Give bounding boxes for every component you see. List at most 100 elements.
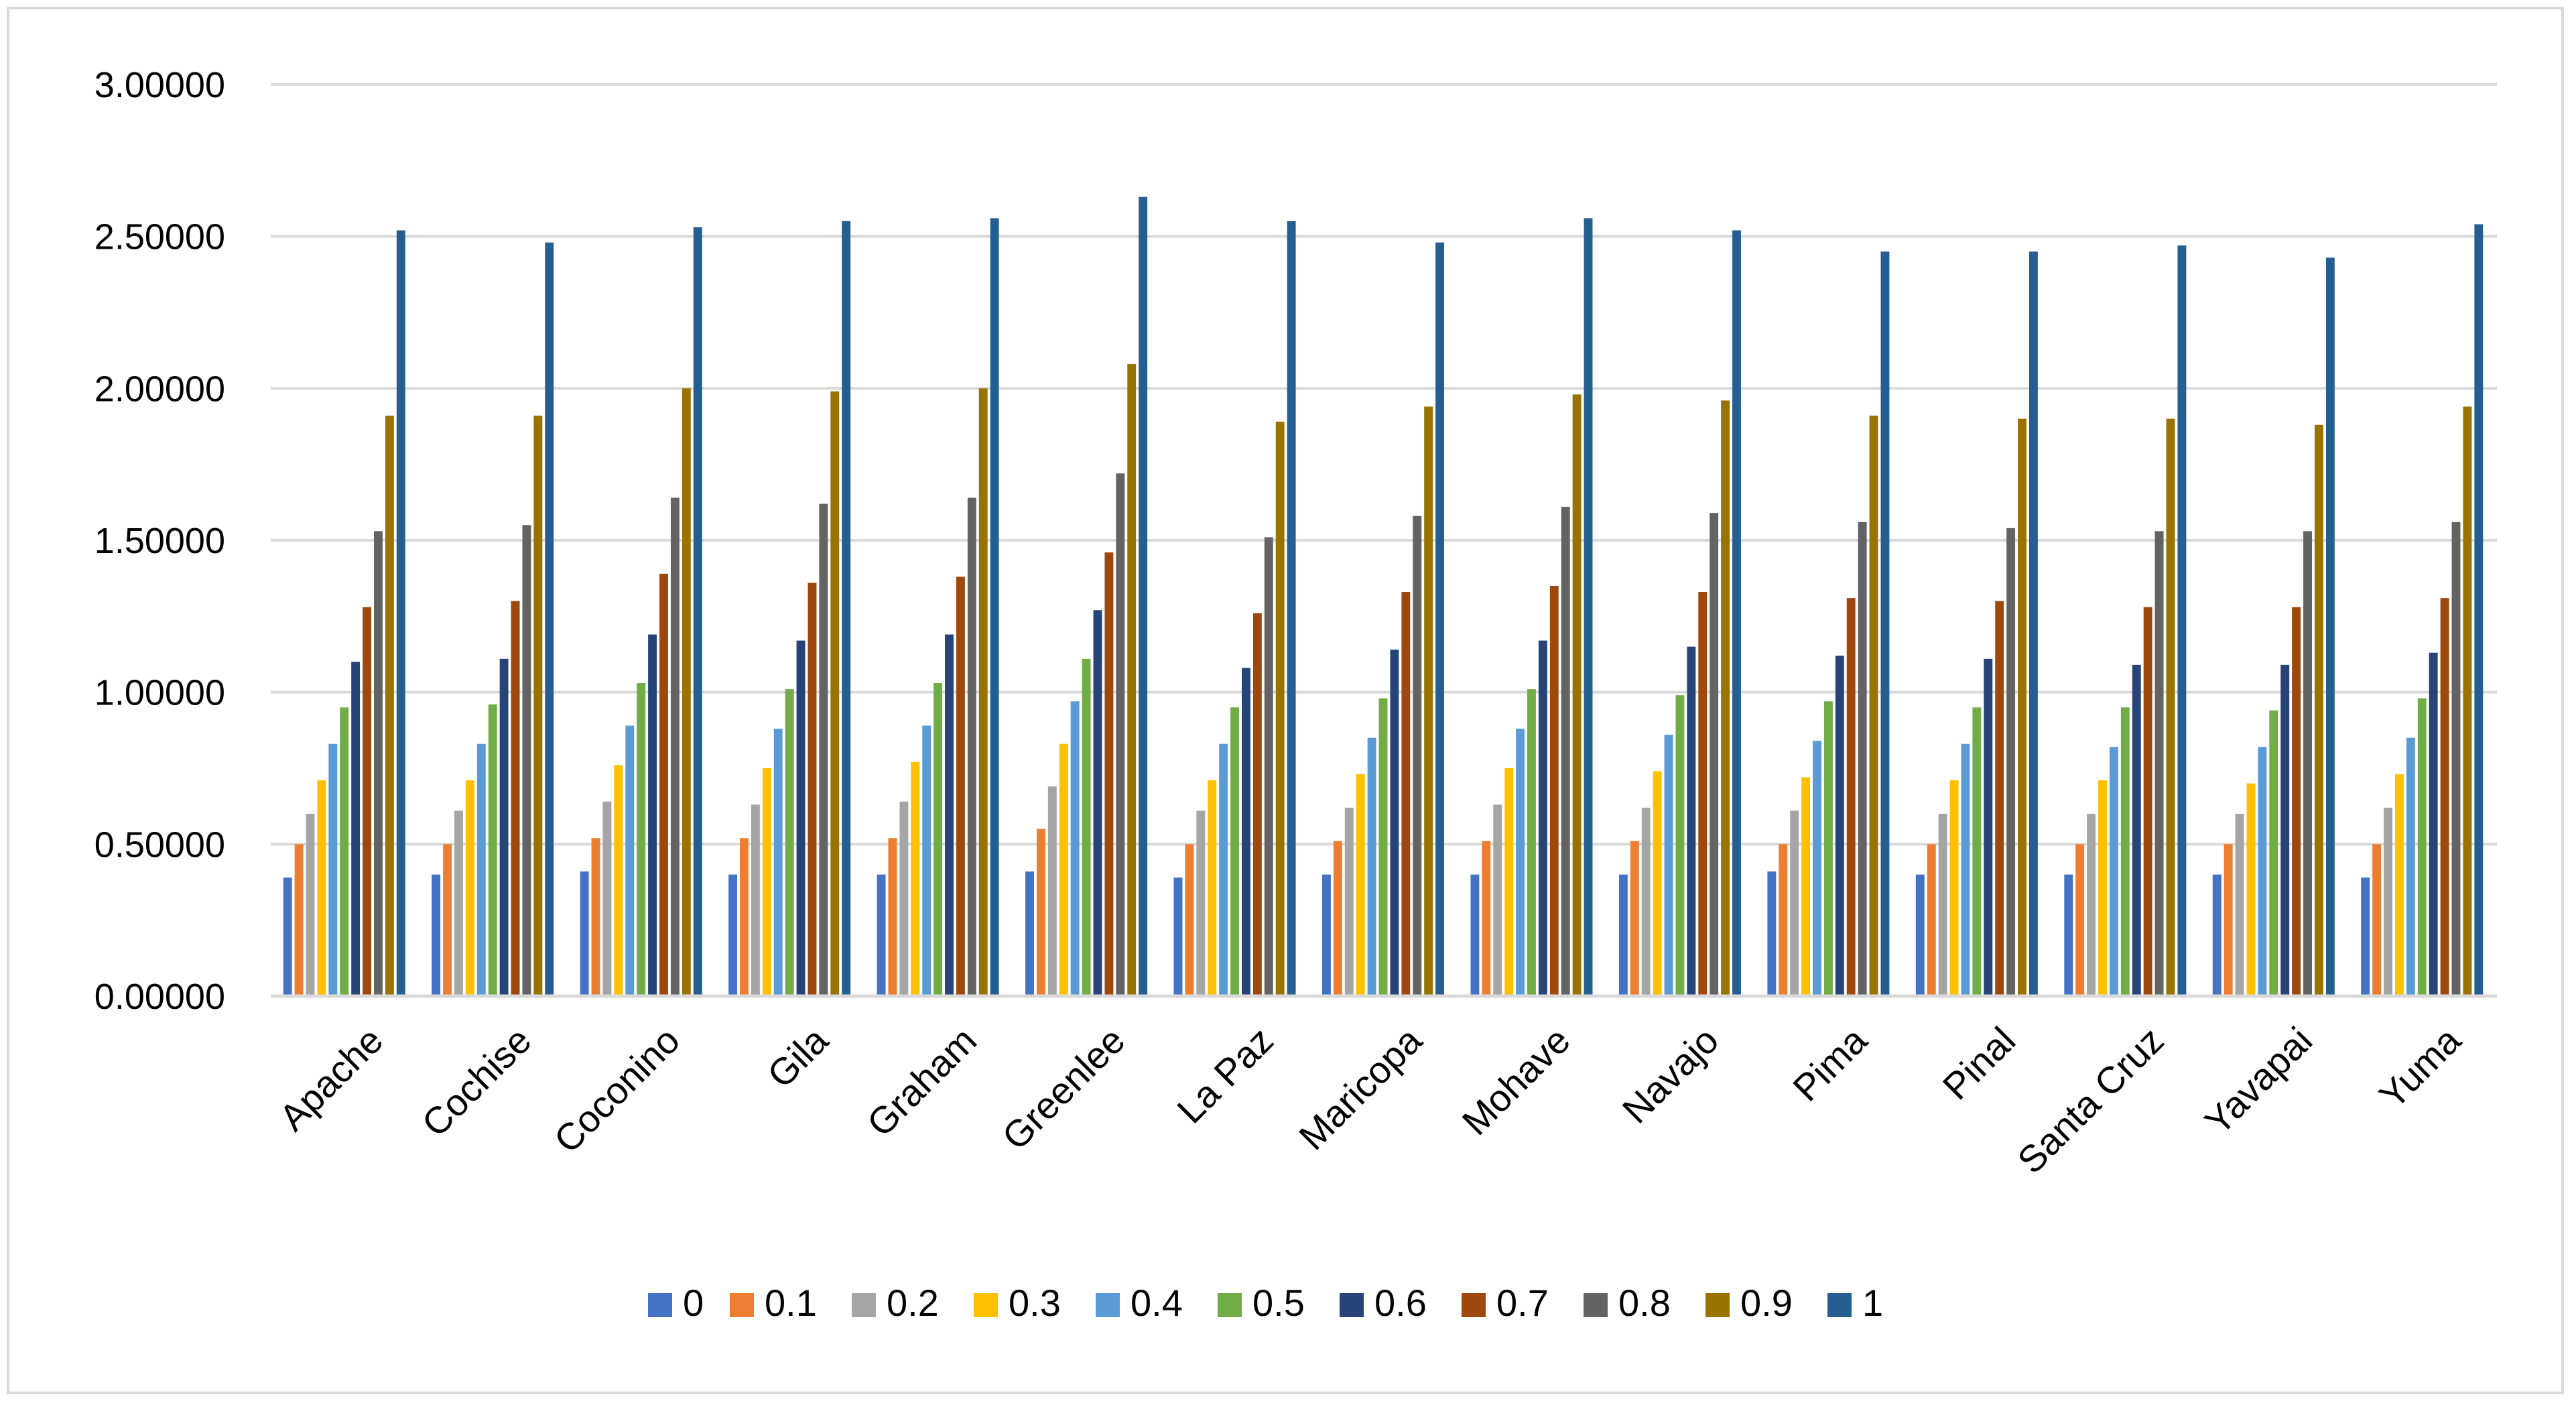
bar-pinal-series-0-2 [1938,814,1947,996]
bar-navajo-series-0 [1618,874,1628,996]
bar-maricopa-series-0-9 [1424,406,1433,996]
bar-yuma-series-0 [2361,877,2370,996]
bar-coconino-series-0-5 [637,683,646,996]
bar-apache-series-0-8 [374,531,383,996]
bar-mohave-series-0-2 [1493,804,1502,996]
bar-coconino-series-1 [693,227,702,997]
bar-pinal-series-0-4 [1961,743,1970,996]
bar-mohave-series-1 [1584,218,1593,996]
bar-yavapai-series-0-7 [2292,607,2301,996]
bar-apache-series-0-4 [328,743,338,996]
x-tick-label: Graham [858,1019,984,1145]
bar-pima-series-0-2 [1790,810,1799,996]
bar-pima-series-0 [1767,871,1777,996]
bar-apache-series-0-2 [306,814,315,996]
bar-pinal-series-1 [2028,251,2038,996]
bar-la-paz-series-0-2 [1196,810,1206,996]
bar-maricopa-series-0-2 [1344,807,1354,996]
bar-gila-series-0-8 [819,503,828,996]
bar-yuma-series-0-5 [2417,698,2427,996]
bar-yuma-series-0-7 [2440,598,2449,996]
bar-mohave-series-0-1 [1482,841,1491,996]
bar-pima-series-0-3 [1801,777,1811,996]
legend-swatch [1218,1293,1242,1317]
legend-label: 0.8 [1618,1282,1671,1324]
bar-yuma-series-0-6 [2429,652,2438,996]
y-tick-label: 0.00000 [94,977,225,1017]
bar-coconino-series-0-3 [614,765,623,996]
bar-gila-series-0-7 [808,583,817,996]
bar-apache-series-0-7 [363,607,372,996]
bar-coconino-series-0-6 [648,634,657,996]
bar-yuma-series-0-8 [2451,522,2461,996]
bar-cochise-series-0-8 [522,525,531,996]
legend-swatch [648,1293,672,1317]
bar-graham-series-0-9 [978,388,988,996]
y-tick-label: 3.00000 [94,65,225,105]
bar-apache-series-0-5 [340,707,349,996]
bar-apache-series-1 [396,230,405,997]
y-tick-label: 0.50000 [94,824,225,865]
bar-chart: 0.00000 0.50000 1.00000 1.50000 2.00000 2.500… [94,65,2497,1324]
bar-gila-series-0-1 [740,838,749,996]
y-tick-label: 1.50000 [94,521,225,561]
bar-pinal-series-0-5 [1972,707,1982,996]
bar-la-paz-series-0-8 [1264,537,1273,996]
bar-graham-series-0-3 [911,761,920,996]
y-tick-label: 2.00000 [94,369,225,409]
bar-la-paz-series-0-9 [1275,422,1285,996]
bar-apache-series-0-6 [351,662,361,996]
legend-label: 0.9 [1740,1282,1793,1324]
x-tick-label: Pinal [1935,1019,2024,1108]
bar-mohave-series-0 [1470,874,1480,996]
bar-pima-series-0-8 [1858,522,1867,996]
bar-yavapai-series-0-8 [2303,531,2312,996]
bar-cochise-series-0-3 [465,780,474,996]
x-tick-label: Navajo [1614,1019,1727,1131]
bar-yuma-series-1 [2474,224,2484,996]
bar-greenlee-series-0-4 [1070,701,1080,996]
bar-mohave-series-0-5 [1527,689,1536,996]
legend-label: 0.5 [1252,1282,1305,1324]
legend-label: 0.2 [887,1282,939,1324]
bar-graham-series-0-1 [888,838,897,996]
bar-navajo-series-0-7 [1698,592,1708,996]
bar-yuma-series-0-3 [2394,774,2404,996]
bar-yavapai-series-0-2 [2235,814,2244,996]
bar-cochise-series-0-7 [511,601,520,996]
bar-la-paz-series-0-4 [1219,743,1228,996]
bar-la-paz-series-0-3 [1208,780,1217,996]
bar-gila-series-0-5 [785,689,794,996]
bar-pinal-series-0-6 [1984,658,1993,996]
bar-santa-cruz-series-0-6 [2132,664,2141,996]
x-tick-label: Cochise [413,1019,539,1145]
x-tick-label: Santa Cruz [2009,1019,2172,1182]
legend-label: 1 [1862,1282,1883,1324]
bar-gila-series-1 [842,221,851,996]
legend-swatch [1462,1293,1486,1317]
bar-yavapai-series-0-9 [2314,424,2323,996]
bar-pima-series-0-9 [1869,416,1878,996]
bar-yavapai-series-0 [2212,874,2221,996]
bar-yavapai-series-1 [2325,257,2335,996]
x-tick-label: Yuma [2371,1018,2469,1116]
legend-label: 0.6 [1374,1282,1427,1324]
bar-pima-series-0-1 [1779,844,1788,996]
bar-santa-cruz-series-0-2 [2087,814,2096,996]
bar-greenlee-series-0-9 [1127,364,1137,996]
bar-mohave-series-0-4 [1516,729,1525,996]
bar-greenlee-series-0-7 [1104,552,1114,996]
chart-frame: 0.00000 0.50000 1.00000 1.50000 2.00000 2.500… [7,7,2564,1394]
bar-pinal-series-0-1 [1927,844,1936,996]
bar-gila-series-0-3 [762,768,771,996]
bar-yuma-series-0-2 [2384,807,2392,996]
bar-navajo-series-0-3 [1653,771,1662,996]
x-tick-label: Coconino [545,1019,688,1161]
legend-label: 0.7 [1496,1282,1549,1324]
legend-label: 0.1 [765,1282,817,1324]
bar-la-paz-series-0-6 [1241,668,1250,996]
bar-coconino-series-0-9 [682,388,691,996]
bar-navajo-series-0-2 [1641,807,1651,996]
bar-mohave-series-0-3 [1504,768,1514,996]
bar-pima-series-0-7 [1846,598,1856,996]
